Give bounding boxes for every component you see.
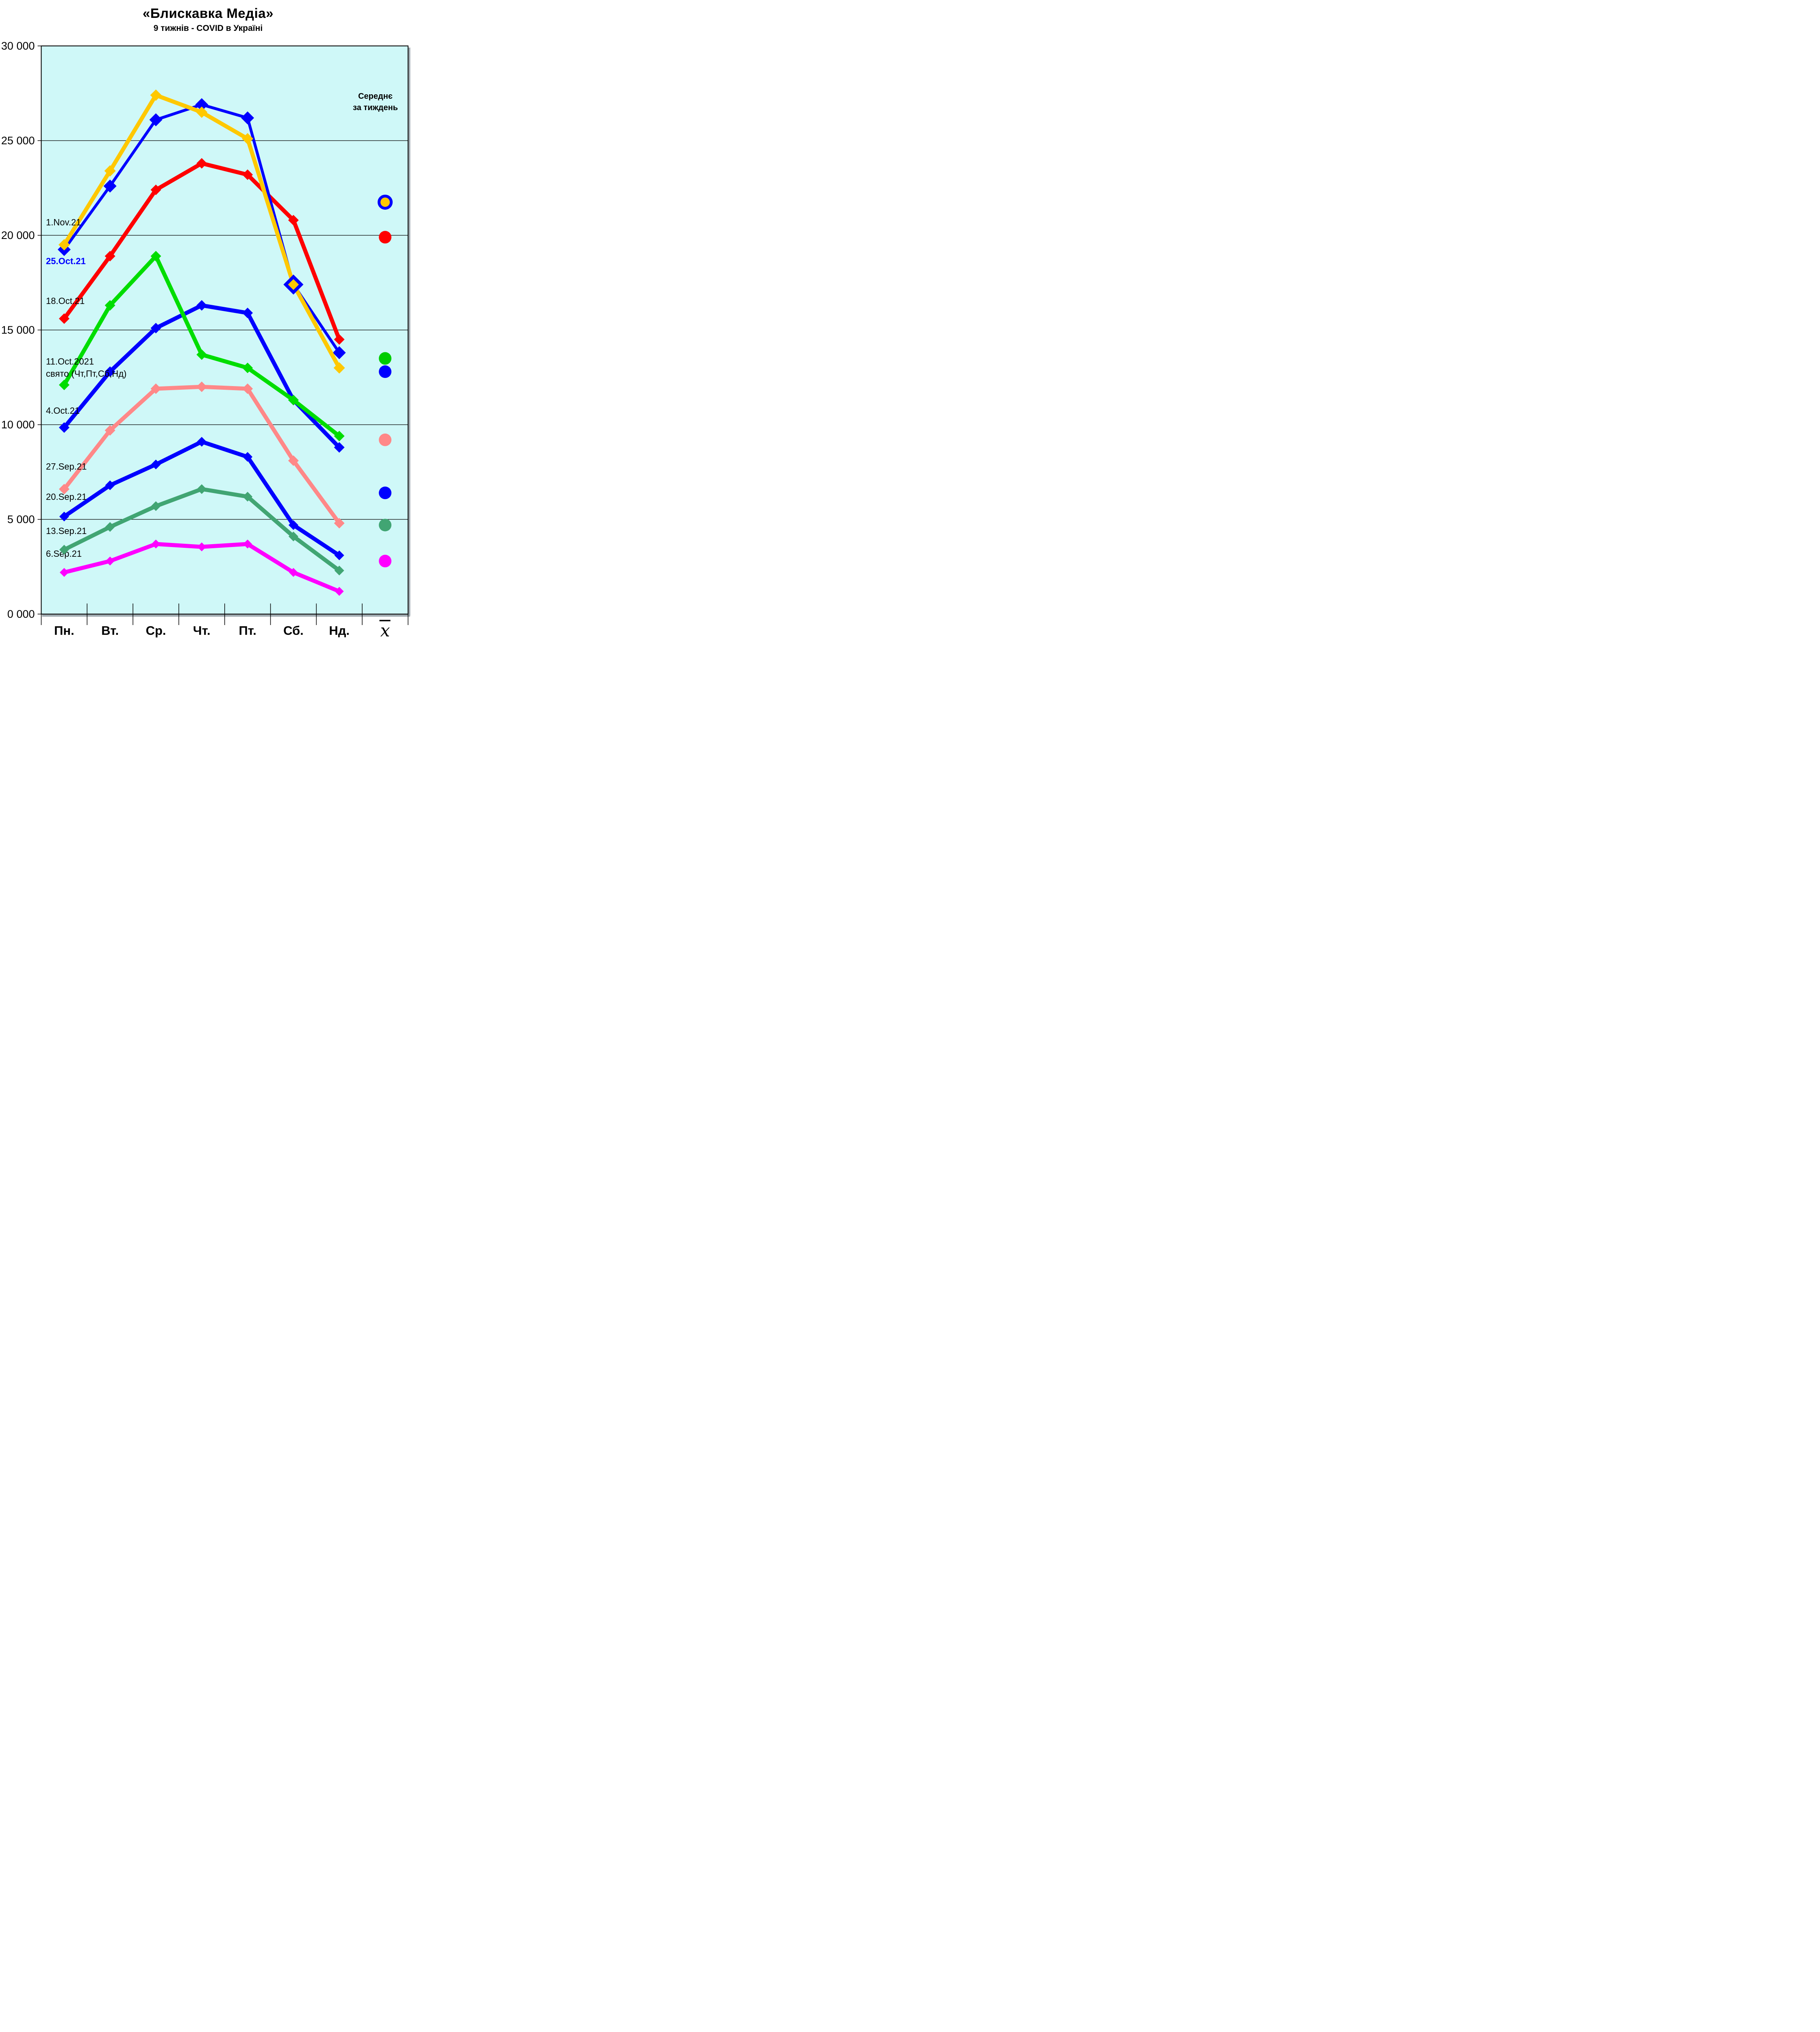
data-point-diamond-11.Oct.2021 [242, 363, 253, 373]
y-axis-label-20000: 20 000 [1, 229, 35, 241]
data-point-diamond-18.Oct.21 [104, 251, 115, 262]
legend-title-line-1: Середнє [358, 92, 393, 101]
mean-dot-4.Oct.21 [379, 365, 392, 378]
series-label-11.Oct.2021: 11.Oct.2021 [46, 356, 94, 367]
y-axis-label-10000: 10 000 [1, 419, 35, 431]
chart-header: «Блискавка Медіа» 9 тижнів - COVID в Укр… [0, 6, 416, 33]
data-point-diamond-11.Oct.2021 [334, 430, 345, 441]
data-point-diamond-18.Oct.21 [288, 215, 299, 226]
data-point-diamond-6.Sep.21 [289, 568, 298, 577]
data-point-diamond-20.Sep.21 [105, 480, 115, 491]
data-point-diamond-27.Sep.21 [196, 381, 207, 392]
data-point-diamond-27.Sep.21 [104, 425, 115, 436]
y-axis-label-25000: 25 000 [1, 135, 35, 147]
mean-dot-18.Oct.21 [379, 231, 392, 244]
y-axis-label-30000: 30 000 [1, 40, 35, 52]
series-label-13.Sep.21: 13.Sep.21 [46, 526, 87, 536]
data-point-diamond-18.Oct.21 [242, 169, 253, 180]
data-point-diamond-6.Sep.21 [59, 568, 69, 577]
data-point-diamond-25.Oct.21 [103, 179, 117, 193]
data-point-diamond-13.Sep.21 [243, 492, 253, 502]
data-point-diamond-11.Oct.2021 [59, 380, 69, 391]
data-point-diamond-4.Oct.21 [59, 422, 69, 433]
data-point-diamond-13.Sep.21 [59, 545, 69, 555]
data-point-diamond-1.Nov.21 [196, 106, 208, 118]
x-axis-label-Чт.: Чт. [193, 623, 211, 638]
page-subtitle: 9 тижнів - COVID в Україні [153, 24, 263, 33]
x-axis-label-Сб.: Сб. [283, 623, 304, 638]
series-label-11.Oct.2021-line2: свято (Чт,Пт,Сб,Нд) [46, 369, 126, 379]
data-point-diamond-27.Sep.21 [150, 383, 161, 394]
data-point-diamond-18.Oct.21 [59, 313, 69, 324]
mean-dot-6.Sep.21 [379, 555, 392, 568]
data-point-diamond-27.Sep.21 [334, 518, 345, 529]
series-label-18.Oct.21: 18.Oct.21 [46, 296, 85, 306]
mean-dot-20.Sep.21 [379, 486, 392, 499]
data-point-diamond-27.Sep.21 [242, 383, 253, 394]
x-axis-label-mean-symbol: x [380, 621, 390, 640]
data-point-diamond-1.Nov.21 [104, 165, 116, 177]
data-point-diamond-18.Oct.21 [150, 185, 161, 195]
data-point-diamond-6.Sep.21 [105, 556, 115, 566]
x-axis-label-Нд.: Нд. [329, 623, 350, 638]
x-axis-label-Пт.: Пт. [239, 623, 256, 638]
data-point-diamond-4.Oct.21 [334, 442, 345, 453]
data-point-diamond-25.Oct.21 [241, 111, 254, 125]
data-point-diamond-13.Sep.21 [288, 531, 298, 541]
mean-dot-11.Oct.2021 [379, 352, 392, 365]
data-point-diamond-13.Sep.21 [197, 484, 207, 494]
series-label-20.Sep.21: 20.Sep.21 [46, 492, 87, 502]
data-point-diamond-6.Sep.21 [243, 539, 252, 549]
data-point-diamond-4.Oct.21 [104, 366, 115, 377]
data-point-diamond-13.Sep.21 [334, 565, 344, 575]
data-point-diamond-13.Sep.21 [151, 501, 161, 511]
y-axis-label-0: 0 000 [7, 608, 35, 620]
data-point-diamond-25.Oct.21 [195, 98, 208, 111]
data-point-diamond-1.Nov.21 [58, 239, 70, 251]
data-point-diamond-18.Oct.21 [334, 334, 345, 345]
mean-dot-1.Nov.21 [378, 194, 393, 210]
data-point-diamond-25.Oct.21 [332, 346, 346, 359]
data-point-diamond-1.Nov.21 [333, 362, 345, 374]
data-point-diamond-6.Sep.21 [334, 587, 344, 596]
data-point-diamond-20.Sep.21 [151, 459, 161, 469]
data-point-diamond-4.Oct.21 [242, 308, 253, 319]
data-point-diamond-11.Oct.2021 [288, 395, 299, 406]
x-axis-label-Пн.: Пн. [54, 623, 74, 638]
series-label-27.Sep.21: 27.Sep.21 [46, 462, 87, 472]
x-axis-label-Вт.: Вт. [101, 623, 119, 638]
data-point-diamond-20.Sep.21 [243, 452, 253, 462]
data-point-diamond-11.Oct.2021 [150, 251, 161, 262]
data-point-diamond-18.Oct.21 [196, 158, 207, 169]
page-title: «Блискавка Медіа» [142, 6, 274, 21]
data-point-diamond-1.Nov.21 [242, 133, 254, 145]
data-point-diamond-1.Nov.21 [150, 89, 162, 101]
series-label-4.Oct.21: 4.Oct.21 [46, 406, 80, 416]
data-point-diamond-20.Sep.21 [59, 512, 69, 522]
legend-title-line-2: за тиждень [353, 103, 398, 112]
data-point-diamond-11.Oct.2021 [104, 300, 115, 311]
data-point-diamond-20.Sep.21 [197, 436, 207, 447]
data-point-diamond-13.Sep.21 [105, 522, 115, 532]
data-point-diamond-4.Oct.21 [150, 323, 161, 334]
mean-dot-27.Sep.21 [379, 433, 392, 446]
y-axis-label-5000: 5 000 [7, 513, 35, 525]
mean-dot-13.Sep.21 [379, 519, 392, 532]
data-point-diamond-20.Sep.21 [334, 550, 344, 560]
data-point-open-diamond-1.Nov.21 [283, 274, 304, 295]
data-point-diamond-27.Sep.21 [288, 455, 299, 466]
data-point-diamond-25.Oct.21 [149, 113, 163, 126]
data-point-diamond-4.Oct.21 [196, 300, 207, 311]
data-point-diamond-20.Sep.21 [288, 520, 298, 530]
data-point-diamond-6.Sep.21 [151, 539, 161, 549]
data-point-diamond-27.Sep.21 [59, 484, 69, 495]
plot-border [41, 46, 408, 614]
data-point-diamond-11.Oct.2021 [196, 349, 207, 360]
data-point-diamond-6.Sep.21 [197, 542, 206, 551]
x-axis-label-Ср.: Ср. [146, 623, 166, 638]
series-label-1.Nov.21: 1.Nov.21 [46, 217, 81, 227]
series-label-25.Oct.21: 25.Oct.21 [46, 256, 86, 266]
covid-weekly-line-chart: 0 000 5 000 10 000 15 000 20 000 25 000 30 000… [1, 40, 410, 640]
y-axis-label-15000: 15 000 [1, 324, 35, 336]
